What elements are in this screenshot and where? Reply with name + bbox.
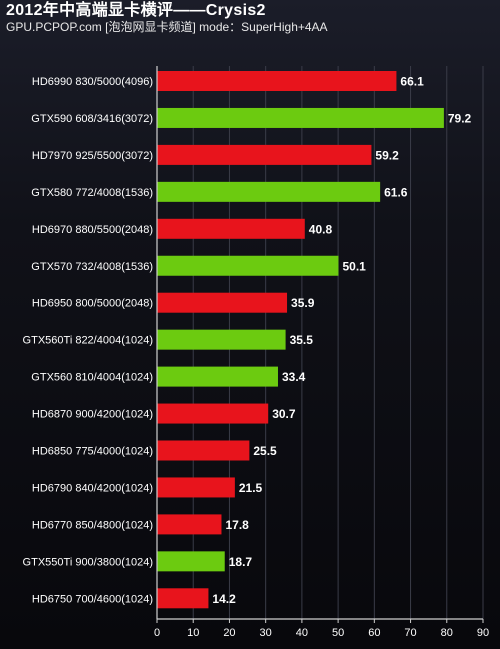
category-label: HD6770 850/4800(1024) (32, 519, 153, 531)
category-label: HD6970 880/5500(2048) (32, 224, 153, 236)
x-tick-label: 30 (260, 627, 272, 639)
value-label: 61.6 (384, 185, 408, 199)
bar (157, 107, 444, 128)
x-tick-label: 50 (332, 627, 344, 639)
bar (157, 329, 286, 350)
x-tick-label: 80 (441, 627, 453, 639)
value-label: 79.2 (448, 111, 472, 125)
x-tick-label: 40 (296, 627, 308, 639)
value-label: 35.5 (290, 333, 314, 347)
category-label: HD6870 900/4200(1024) (32, 409, 153, 421)
value-label: 59.2 (375, 148, 399, 162)
bar (157, 514, 222, 535)
category-label: HD6790 840/4200(1024) (32, 482, 153, 494)
value-label: 21.5 (239, 481, 263, 495)
bar (157, 440, 250, 461)
value-label: 35.9 (291, 296, 315, 310)
category-label: HD6750 700/4600(1024) (32, 593, 153, 605)
chart-title: 2012年中高端显卡横评——Crysis2 (6, 2, 266, 19)
value-label: 40.8 (309, 222, 333, 236)
x-tick-label: 20 (223, 627, 235, 639)
title-block: 2012年中高端显卡横评——Crysis2 GPU.PCPOP.com [泡泡网… (6, 2, 328, 35)
bar (157, 218, 305, 239)
category-label: GTX560 810/4004(1024) (31, 372, 153, 384)
value-label: 25.5 (253, 444, 277, 458)
bar (157, 71, 397, 91)
x-tick-label: 90 (477, 627, 489, 639)
bar (157, 551, 225, 572)
bar (157, 403, 269, 424)
x-tick-label: 0 (154, 627, 160, 639)
bar (157, 181, 381, 202)
category-label: GTX570 732/4008(1536) (31, 261, 153, 273)
category-label: GTX590 608/3416(3072) (31, 113, 153, 125)
value-label: 66.1 (400, 75, 424, 89)
category-label: HD7970 925/5500(3072) (32, 150, 153, 162)
bar (157, 144, 372, 165)
value-label: 14.2 (212, 592, 236, 606)
bar (157, 366, 278, 387)
category-label: GTX550Ti 900/3800(1024) (23, 556, 153, 568)
bar (157, 477, 235, 498)
value-label: 18.7 (229, 555, 253, 569)
category-label: HD6850 775/4000(1024) (32, 446, 153, 458)
value-label: 33.4 (282, 370, 306, 384)
category-label: GTX560Ti 822/4004(1024) (23, 335, 153, 347)
x-tick-label: 70 (404, 627, 416, 639)
bar (157, 588, 209, 609)
bar (157, 255, 339, 276)
category-label: GTX580 772/4008(1536) (31, 187, 153, 199)
category-label: HD6950 800/5000(2048) (32, 298, 153, 310)
category-label: HD6990 830/5000(4096) (32, 76, 153, 88)
bar (157, 292, 288, 313)
value-label: 50.1 (342, 259, 366, 273)
value-label: 17.8 (225, 518, 249, 532)
chart-subtitle: GPU.PCPOP.com [泡泡网显卡频道] mode：SuperHigh+4… (6, 20, 328, 35)
x-tick-label: 10 (187, 627, 199, 639)
x-tick-label: 60 (368, 627, 380, 639)
value-label: 30.7 (272, 407, 296, 421)
